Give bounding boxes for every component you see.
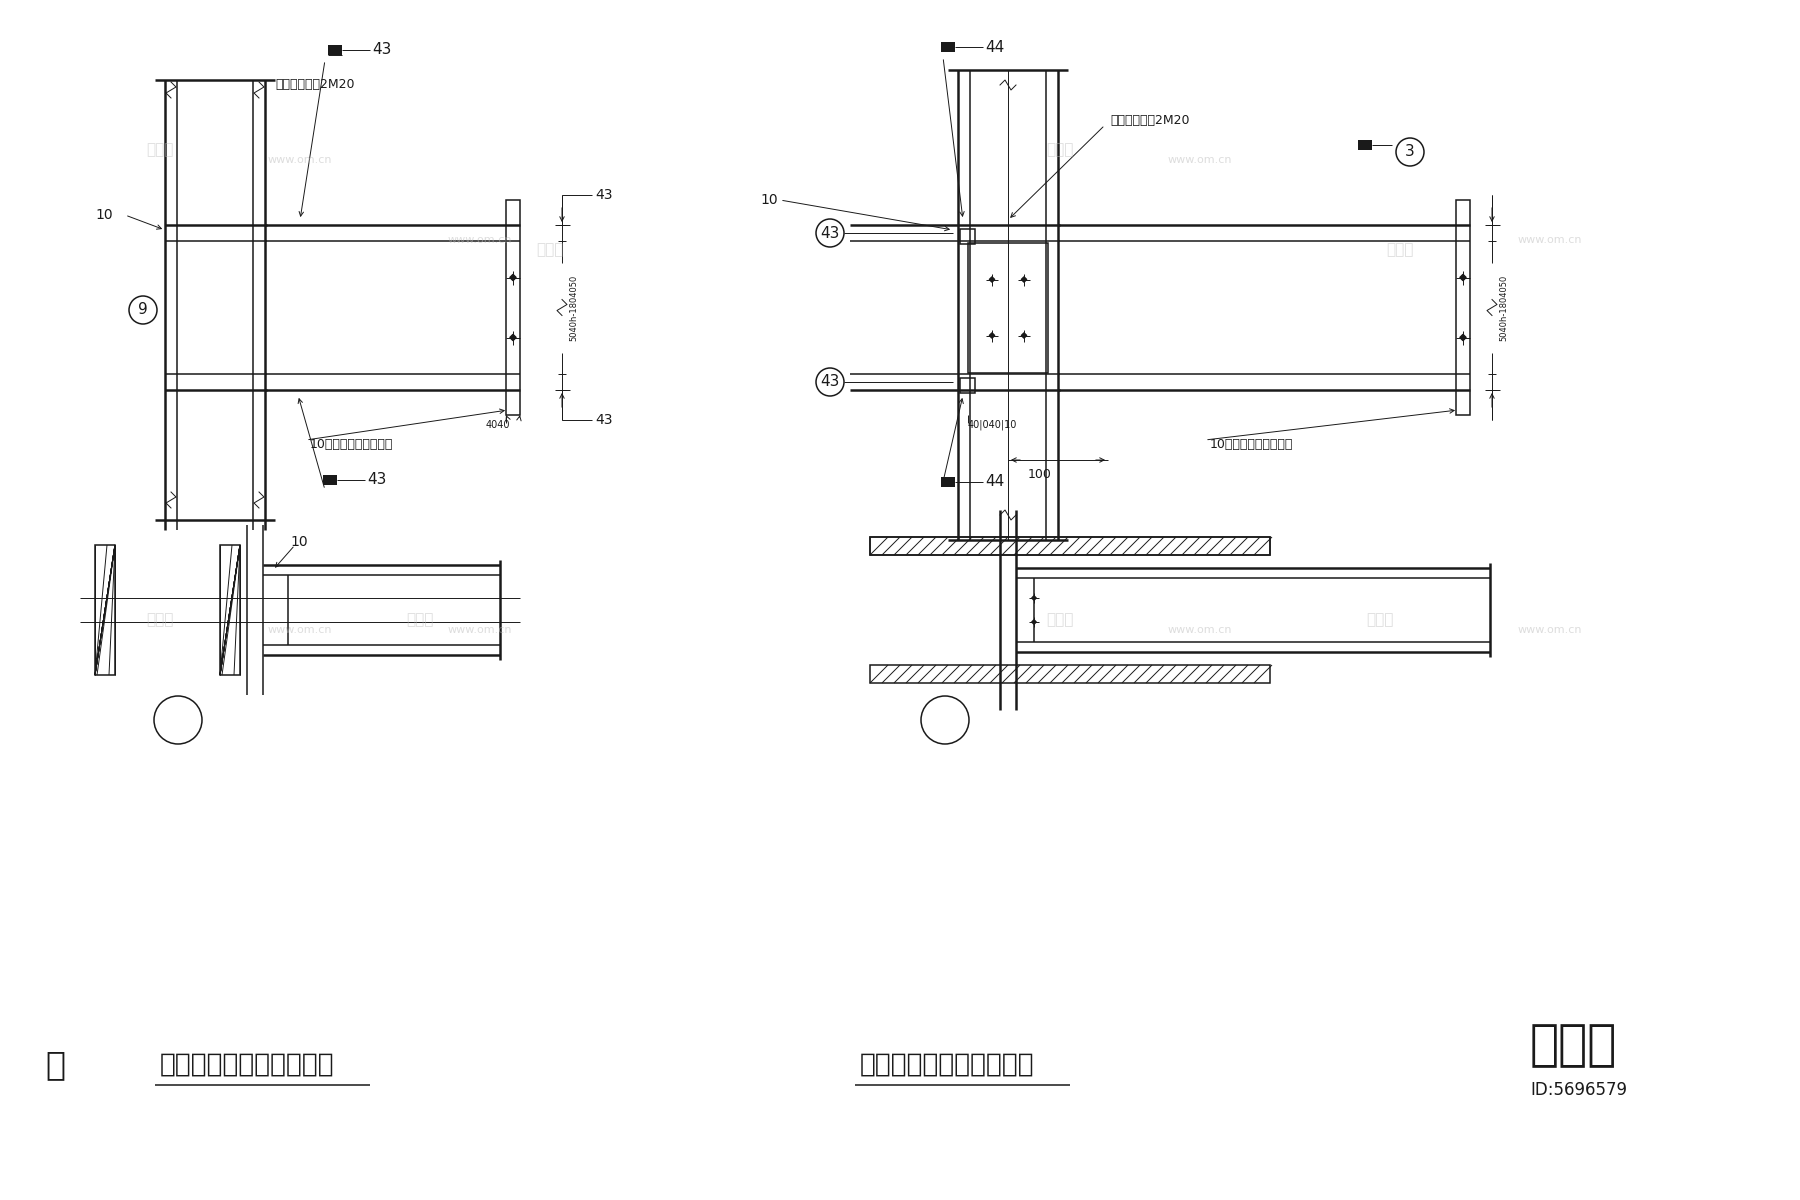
- Text: 欧模网: 欧模网: [1366, 612, 1393, 628]
- Bar: [941, 476, 956, 487]
- Polygon shape: [1031, 619, 1037, 624]
- Text: 5040h-1804050: 5040h-1804050: [1499, 275, 1508, 341]
- Bar: [1357, 140, 1372, 150]
- Polygon shape: [990, 277, 995, 282]
- Bar: [95, 545, 115, 674]
- Text: 10: 10: [95, 208, 113, 222]
- Text: www.om.cn: www.om.cn: [448, 625, 513, 635]
- Text: 40|040|10: 40|040|10: [968, 420, 1017, 431]
- Bar: [869, 538, 1271, 554]
- Text: 欧模网: 欧模网: [1530, 1021, 1618, 1069]
- Text: 43: 43: [367, 473, 387, 487]
- Polygon shape: [1460, 275, 1467, 281]
- Bar: [959, 378, 976, 394]
- Text: www.om.cn: www.om.cn: [1517, 625, 1582, 635]
- Bar: [941, 42, 956, 52]
- Text: 43: 43: [821, 374, 839, 390]
- Text: 10厚安装用临时拼接板: 10厚安装用临时拼接板: [310, 438, 394, 451]
- Text: 欧模网: 欧模网: [1046, 143, 1073, 157]
- Polygon shape: [1021, 332, 1026, 338]
- Text: 10厚安装用临时拼接板: 10厚安装用临时拼接板: [1210, 438, 1294, 451]
- Text: 44: 44: [985, 474, 1004, 490]
- Text: 43: 43: [596, 188, 612, 202]
- Polygon shape: [990, 332, 995, 338]
- Text: 3: 3: [1406, 144, 1415, 160]
- Text: www.om.cn: www.om.cn: [448, 235, 513, 245]
- Text: 100: 100: [1028, 468, 1051, 481]
- Polygon shape: [1031, 595, 1037, 600]
- Bar: [869, 665, 1271, 683]
- Text: 安装螺栓每侧2M20: 安装螺栓每侧2M20: [1111, 114, 1190, 126]
- Text: 5040h-1804050: 5040h-1804050: [569, 275, 578, 341]
- Text: 10: 10: [290, 535, 308, 550]
- Text: 安装螺栓每侧2M20: 安装螺栓每侧2M20: [275, 78, 355, 91]
- Text: 43: 43: [373, 42, 391, 58]
- Bar: [968, 242, 1048, 372]
- Text: www.om.cn: www.om.cn: [1168, 625, 1233, 635]
- Polygon shape: [1460, 335, 1467, 341]
- Text: www.om.cn: www.om.cn: [268, 625, 333, 635]
- Bar: [959, 229, 976, 245]
- Text: 欧模网: 欧模网: [1046, 612, 1073, 628]
- Text: 钢梁与钢柱弱轴刚性连接: 钢梁与钢柱弱轴刚性连接: [860, 1052, 1035, 1078]
- Text: 欧模网: 欧模网: [407, 612, 434, 628]
- Text: 44: 44: [985, 40, 1004, 54]
- Bar: [506, 200, 520, 415]
- Text: 10: 10: [760, 193, 778, 206]
- Bar: [869, 538, 1271, 554]
- Bar: [1456, 200, 1471, 415]
- Text: 43: 43: [596, 413, 612, 427]
- Text: www.om.cn: www.om.cn: [1517, 235, 1582, 245]
- Polygon shape: [509, 275, 517, 281]
- Text: 43: 43: [821, 226, 839, 240]
- Text: ID:5696579: ID:5696579: [1530, 1081, 1627, 1099]
- Polygon shape: [509, 335, 517, 341]
- Text: 钢梁与钢柱强轴刚性连接: 钢梁与钢柱强轴刚性连接: [160, 1052, 335, 1078]
- Bar: [328, 44, 342, 55]
- Text: 9: 9: [139, 302, 148, 318]
- Polygon shape: [1021, 277, 1026, 282]
- Text: 欧模网: 欧模网: [146, 612, 173, 628]
- Text: 欧模网: 欧模网: [1386, 242, 1413, 258]
- Text: 4040: 4040: [486, 420, 511, 430]
- Text: 欧模网: 欧模网: [146, 143, 173, 157]
- Bar: [220, 545, 239, 674]
- Bar: [322, 475, 337, 485]
- Text: 板: 板: [45, 1049, 65, 1081]
- Text: 欧模网: 欧模网: [536, 242, 563, 258]
- Text: www.om.cn: www.om.cn: [268, 155, 333, 164]
- Text: www.om.cn: www.om.cn: [1168, 155, 1233, 164]
